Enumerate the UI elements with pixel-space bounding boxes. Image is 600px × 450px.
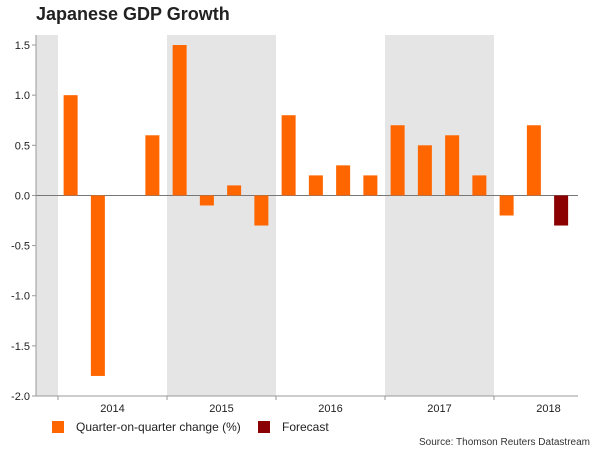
- y-tick-label: -1.0: [11, 291, 30, 303]
- legend-item-forecast: Forecast: [258, 420, 329, 434]
- bar-2015-q1: [172, 45, 187, 196]
- x-tick-label-2018: 2018: [536, 403, 560, 415]
- shade-band-lead: [36, 35, 58, 396]
- y-axis-ticks: 1.5 1.0 0.5 0.0 -0.5 -1.0 -1.5 -2.0: [11, 40, 36, 403]
- chart-title: Japanese GDP Growth: [36, 4, 230, 24]
- bar-2016-q1: [281, 115, 296, 196]
- bar-2014-q4: [145, 135, 160, 196]
- bar-chart: 1.51.00.50.0-0.5-1.0-1.5-2.0 2014 2015 201…: [11, 35, 578, 415]
- bars-group: [63, 45, 569, 376]
- y-tick-label: 0.5: [15, 140, 30, 152]
- y-tick-label: -1.5: [11, 341, 30, 353]
- bar-2018-q1: [499, 195, 514, 216]
- y-tick-label: -2.0: [11, 391, 30, 403]
- bar-2017-q1: [390, 125, 405, 196]
- source-note: Source: Thomson Reuters Datastream: [418, 437, 590, 448]
- legend-item-actual: Quarter-on-quarter change (%): [52, 420, 241, 434]
- y-tick-label: 1.0: [15, 90, 30, 102]
- bar-2014-q2: [90, 195, 105, 376]
- chart-frame: [35, 35, 578, 400]
- bar-2017-q2: [417, 145, 432, 196]
- bar-2015-q4: [254, 195, 269, 226]
- x-tick-label-2016: 2016: [318, 403, 342, 415]
- bar-2018-q3: [554, 195, 569, 226]
- y-tick-label: 0.0: [15, 190, 30, 202]
- x-tick-label-2015: 2015: [209, 403, 233, 415]
- year-shading-bands: [36, 35, 494, 396]
- bar-2016-q3: [336, 165, 351, 196]
- bar-2016-q2: [308, 175, 323, 196]
- x-axis-ticks: 2014 2015 2016 2017 2018: [100, 403, 560, 415]
- legend-swatch-actual: [52, 421, 64, 433]
- bar-2015-q3: [227, 185, 242, 196]
- bar-2018-q2: [526, 125, 541, 196]
- x-tick-label-2017: 2017: [427, 403, 451, 415]
- legend-swatch-forecast: [258, 421, 270, 433]
- y-tick-label: 1.5: [15, 40, 30, 52]
- legend-label-forecast: Forecast: [282, 420, 329, 434]
- bar-2016-q4: [363, 175, 378, 196]
- x-tick-label-2014: 2014: [100, 403, 124, 415]
- bar-2015-q2: [199, 195, 214, 206]
- y-tick-label: -0.5: [11, 241, 30, 253]
- bar-2017-q4: [472, 175, 487, 196]
- bar-2017-q3: [445, 135, 460, 196]
- bar-2014-q1: [63, 95, 78, 196]
- legend-label-actual: Quarter-on-quarter change (%): [76, 420, 241, 434]
- shade-band-2017: [385, 35, 494, 396]
